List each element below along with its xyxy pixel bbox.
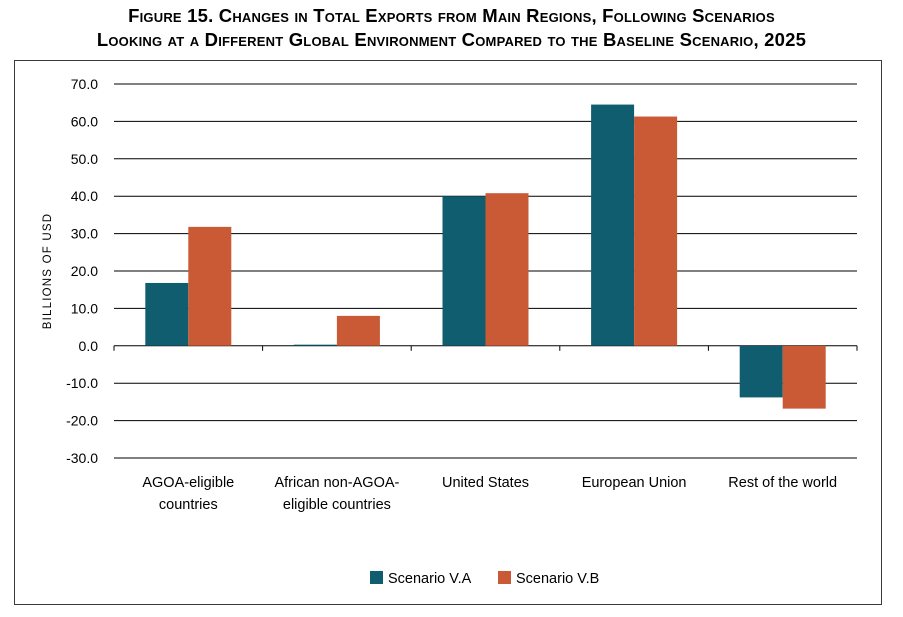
bar-scenario-b bbox=[634, 116, 678, 346]
x-category-label: European Union bbox=[582, 475, 687, 491]
x-category-label: United States bbox=[442, 475, 529, 491]
legend-scenario-a-label: Scenario V.A bbox=[388, 571, 472, 587]
bar-scenario-a bbox=[145, 282, 189, 346]
bar-scenario-a bbox=[293, 344, 337, 346]
y-axis-label: BILLIONS OF USD bbox=[42, 213, 54, 329]
y-tick-label: -10.0 bbox=[66, 375, 98, 391]
x-category-label: eligible countries bbox=[283, 497, 391, 513]
bar-scenario-a bbox=[739, 345, 783, 398]
y-tick-label: 0.0 bbox=[79, 338, 99, 354]
y-tick-label: 40.0 bbox=[71, 188, 98, 204]
y-tick-label: -30.0 bbox=[66, 450, 98, 466]
x-category-label: African non-AGOA- bbox=[274, 475, 399, 491]
bar-scenario-b bbox=[188, 226, 232, 346]
bar-scenario-a bbox=[591, 104, 635, 346]
y-tick-label: 30.0 bbox=[71, 226, 98, 242]
legend-scenario-b-swatch bbox=[498, 571, 511, 584]
bar-scenario-b bbox=[485, 193, 529, 346]
bar-scenario-b bbox=[336, 315, 380, 346]
y-tick-label: 70.0 bbox=[71, 76, 98, 92]
legend-scenario-a-swatch bbox=[370, 571, 383, 584]
x-category-label: Rest of the world bbox=[728, 475, 837, 491]
y-tick-label: 10.0 bbox=[71, 300, 98, 316]
x-category-label: AGOA-eligible bbox=[142, 475, 234, 491]
chart-frame bbox=[14, 60, 882, 605]
chart-title-line-1: Figure 15. Changes in Total Exports from… bbox=[128, 5, 775, 26]
chart-title-line-2: Looking at a Different Global Environmen… bbox=[96, 29, 807, 50]
bar-scenario-b bbox=[782, 345, 826, 409]
y-tick-label: 60.0 bbox=[71, 113, 98, 129]
legend-scenario-b-label: Scenario V.B bbox=[516, 571, 599, 587]
y-tick-label: -20.0 bbox=[66, 413, 98, 429]
y-tick-label: 50.0 bbox=[71, 151, 98, 167]
y-tick-label: 20.0 bbox=[71, 263, 98, 279]
bar-scenario-a bbox=[442, 196, 486, 346]
chart-title: Figure 15. Changes in Total Exports from… bbox=[0, 4, 903, 52]
x-category-label: countries bbox=[159, 497, 218, 513]
